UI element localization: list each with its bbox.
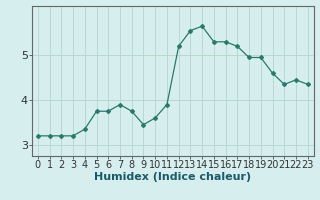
X-axis label: Humidex (Indice chaleur): Humidex (Indice chaleur) (94, 172, 252, 182)
